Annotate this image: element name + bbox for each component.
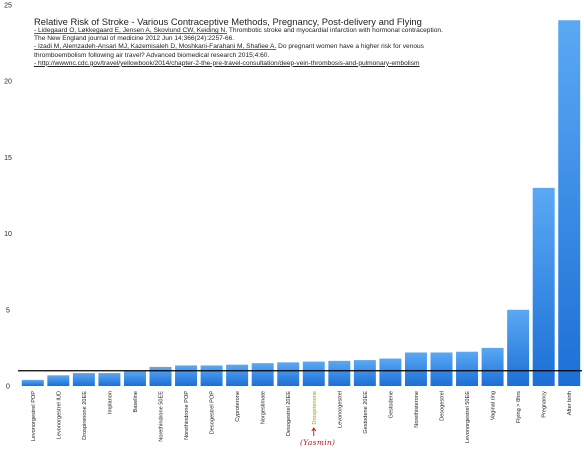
reference-2-authors: - Izadi M, Alemzadeh-Ansari MJ, Kazemisa…: [34, 43, 277, 51]
y-tick-label: 20: [4, 79, 12, 86]
x-tick-label: Norethindrone POP: [184, 391, 190, 440]
bars: [21, 20, 581, 387]
reference-1: - Lidegaard O, Løkkegaard E, Jensen A, S…: [34, 27, 454, 43]
bar: [47, 375, 70, 386]
bar: [200, 365, 223, 386]
bar: [72, 373, 95, 386]
reference-2: - Izadi M, Alemzadeh-Ansari MJ, Kazemisa…: [34, 43, 454, 59]
x-tick-label: Drospirenone 20EE: [82, 391, 88, 440]
x-tick-label: Desogestrel POP: [210, 391, 216, 434]
x-tick-label: Desogestrel 20EE: [286, 391, 292, 436]
x-tick-label: Desogestrel: [440, 391, 446, 421]
x-tick-label: Norethisterone: [414, 391, 420, 428]
x-tick-label: Gestodene: [388, 391, 394, 418]
x-tick-label: Baseline: [133, 391, 139, 412]
annotation-block: Relative Risk of Stroke - Various Contra…: [34, 16, 454, 68]
bar: [149, 366, 172, 386]
bar: [302, 361, 325, 386]
bar: [532, 187, 555, 386]
x-tick-label: Cyproterone: [235, 391, 241, 422]
x-tick-label: Flying > 8hrs: [516, 391, 522, 423]
x-tick-label: Norethindrone 50EE: [159, 391, 165, 442]
reference-3-link[interactable]: - http://wwwnc.cdc.gov/travel/yellowbook…: [34, 59, 420, 67]
bar: [123, 370, 146, 386]
y-tick-label: 0: [6, 384, 10, 391]
bar: [175, 365, 198, 386]
x-tick-label: Levonorgestrel: [337, 391, 343, 428]
y-tick-label: 5: [6, 307, 10, 314]
x-tick-label: Norgestimate: [261, 391, 267, 424]
reference-2-text: Do pregnant women have a higher risk for…: [34, 43, 424, 59]
bar: [558, 20, 581, 387]
bar: [251, 363, 274, 386]
x-tick-label: Implanon: [107, 391, 113, 414]
y-tick-label: 15: [4, 155, 12, 162]
bar: [404, 352, 427, 386]
chart-title: Relative Risk of Stroke - Various Contra…: [34, 16, 422, 27]
bar: [456, 351, 479, 386]
x-tick-label: Levonorgestrel 50EE: [465, 391, 471, 444]
x-tick-label: After birth: [567, 391, 573, 415]
x-tick-label: Levonorgestrel POP: [31, 391, 37, 442]
x-axis: Levonorgestrel POP Levonorgestrel IUD Dros…: [31, 391, 573, 444]
x-tick-label: Vaginal ring: [491, 391, 497, 420]
bar: [430, 352, 453, 386]
x-tick-label: Drospirenone: [312, 391, 318, 425]
bar: [507, 309, 530, 386]
bar: [379, 358, 402, 386]
reference-1-text: Thrombotic stroke and myocardial infarct…: [34, 27, 443, 43]
y-tick-label: 25: [4, 3, 12, 10]
bar: [353, 360, 376, 386]
x-tick-label: Gestodene 20EE: [363, 391, 369, 434]
bar: [21, 379, 44, 386]
x-tick-label: Levonorgestrel IUD: [56, 391, 62, 439]
highlight-arrow: [311, 427, 317, 436]
bar: [226, 364, 249, 386]
bar: [328, 360, 351, 386]
x-tick-label: Pregnancy: [542, 391, 548, 418]
bar: [481, 347, 504, 386]
reference-1-authors: - Lidegaard O, Løkkegaard E, Jensen A, S…: [34, 27, 228, 34]
y-tick-label: 10: [4, 231, 12, 238]
handwritten-note: (Yasmin): [300, 438, 336, 447]
y-axis: 0 5 10 15 20 25: [4, 3, 12, 391]
bar: [277, 362, 300, 386]
bar: [98, 373, 121, 386]
